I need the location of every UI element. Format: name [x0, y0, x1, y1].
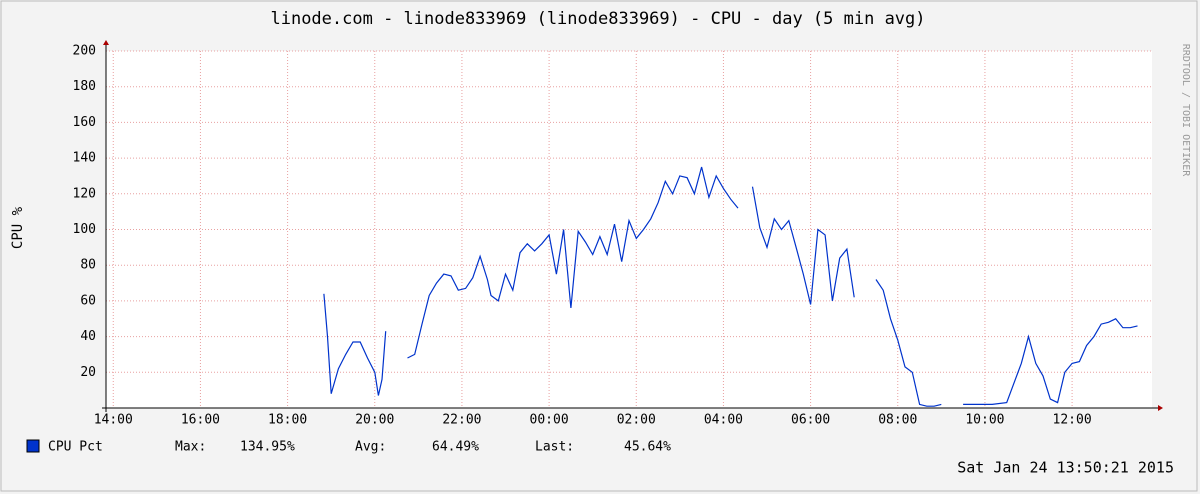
legend-stat-label: Avg:: [355, 440, 386, 455]
x-tick-label: 10:00: [965, 413, 1004, 428]
y-tick-label: 180: [73, 79, 96, 94]
x-tick-label: 18:00: [268, 413, 307, 428]
x-tick-label: 04:00: [704, 413, 743, 428]
legend-stat-label: Last:: [535, 440, 574, 455]
legend-stat-value: 64.49%: [432, 440, 479, 455]
y-tick-label: 60: [80, 293, 96, 308]
y-tick-label: 200: [73, 44, 96, 59]
y-tick-label: 160: [73, 115, 96, 130]
line: [323, 166, 1138, 407]
legend-swatch: [26, 439, 40, 453]
y-tick-label: 140: [73, 151, 96, 166]
x-tick-label: 00:00: [530, 413, 569, 428]
legend-label: CPU Pct: [48, 440, 103, 455]
side-label: RRDTOOL / TOBI OETIKER: [1180, 44, 1191, 177]
x-tick-label: 16:00: [181, 413, 220, 428]
legend-stat-value: 45.64%: [624, 440, 671, 455]
chart-title: linode.com - linode833969 (linode833969)…: [270, 9, 925, 29]
y-tick-label: 80: [80, 258, 96, 273]
x-tick-label: 20:00: [355, 413, 394, 428]
y-tick-label: 40: [80, 329, 96, 344]
legend-stat-label: Max:: [175, 440, 206, 455]
x-tick-label: 08:00: [878, 413, 917, 428]
legend-stat-value: 134.95%: [240, 440, 295, 455]
x-tick-label: 14:00: [94, 413, 133, 428]
x-axis-arrow: [1158, 405, 1163, 411]
y-axis-arrow: [103, 40, 109, 45]
y-tick-label: 20: [80, 365, 96, 380]
y-axis-label: CPU %: [10, 206, 26, 249]
x-tick-label: 22:00: [442, 413, 481, 428]
timestamp: Sat Jan 24 13:50:21 2015: [957, 459, 1174, 477]
y-tick-label: 100: [73, 222, 96, 237]
y-tick-label: 120: [73, 186, 96, 201]
x-tick-label: 12:00: [1053, 413, 1092, 428]
x-tick-label: 06:00: [791, 413, 830, 428]
x-tick-label: 02:00: [617, 413, 656, 428]
